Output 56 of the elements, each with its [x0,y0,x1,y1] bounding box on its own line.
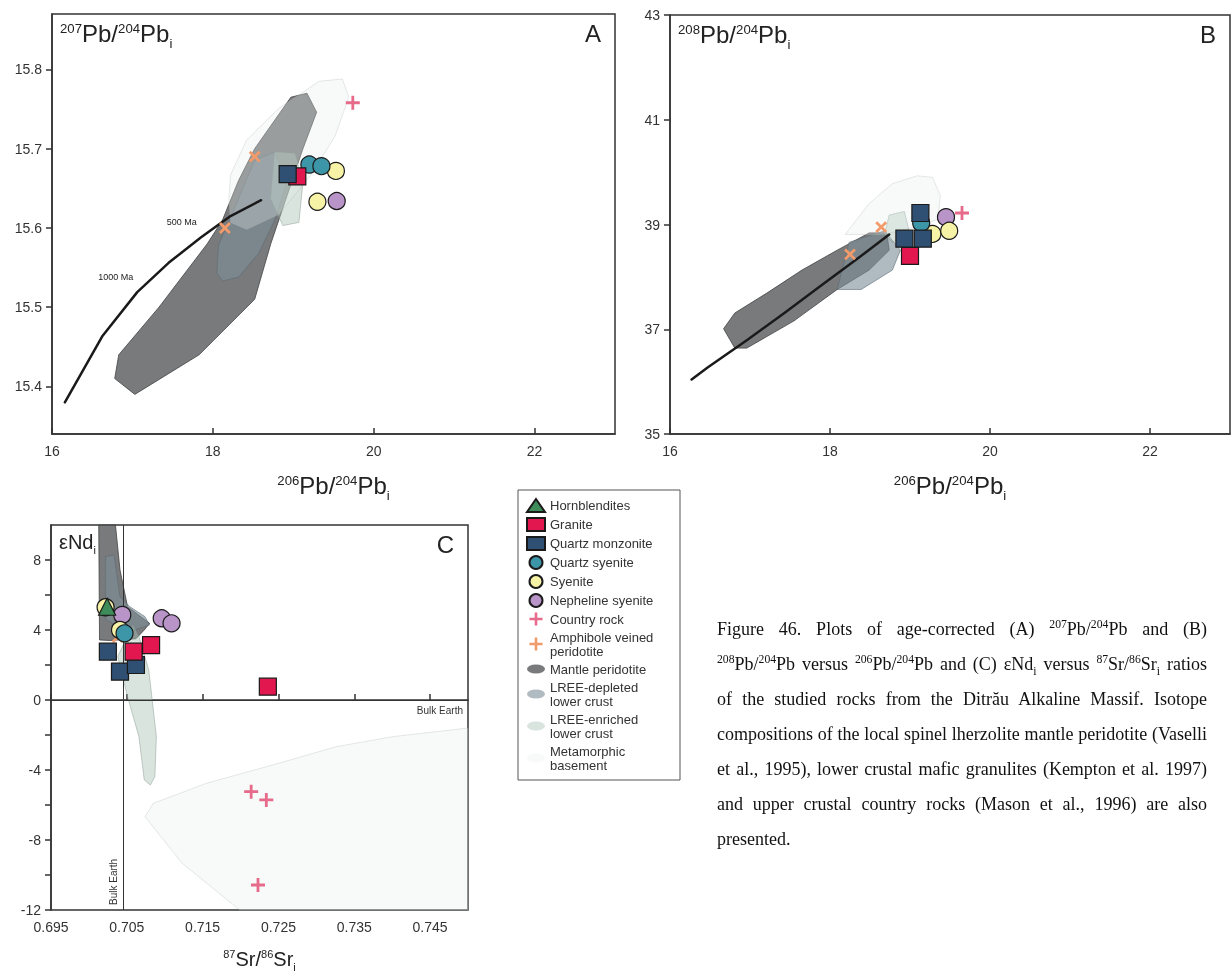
y-tick-label: -12 [20,902,42,918]
legend-label: LREE-enriched lower crust [550,711,642,741]
y-axis-title: $^{208}$Pb/$^{204}$Pb$_{i}$ [676,21,793,52]
y-tick-label: -4 [28,762,42,778]
x-tick-label: 0.735 [336,919,372,935]
y-tick-label: 15.7 [14,140,43,157]
legend-label: Nepheline syenite [550,593,654,608]
x-tick-label: 0.695 [33,919,69,935]
legend-label: Syenite [550,574,594,589]
legend-label: Amphibole veined peridotite [550,629,657,659]
legend-label: Country rock [550,611,625,627]
chart-title: A [584,20,601,48]
ref-line-label: Bulk Earth [107,858,119,905]
legend-label: Granite [550,517,593,532]
y-tick-label: 4 [33,622,42,638]
x-tick-label: 20 [365,443,382,459]
x-tick-label: 0.725 [260,919,297,935]
y-tick-label: 0 [33,692,42,708]
y-axis-title: $^{207}$Pb/$^{204}$Pb$_{i}$ [58,20,175,51]
x-tick-label: 0.745 [412,919,448,935]
legend-label: Quartz monzonite [550,536,653,551]
y-tick-label: 15.5 [14,299,43,316]
y-tick-label: 15.4 [14,378,43,395]
legend-label: Mantle peridotite [550,661,647,677]
y-tick-label: 35 [644,426,661,442]
chart-title: B [1199,21,1216,49]
ref-line-label: Bulk Earth [416,704,463,716]
x-tick-label: 18 [205,443,221,459]
x-tick-label: 18 [822,443,838,459]
y-tick-label: 39 [644,216,661,233]
x-tick-label: 16 [662,443,678,459]
x-tick-label: 16 [44,443,60,459]
x-tick-label: 22 [1142,443,1158,459]
x-axis-title: $^{206}$Pb/$^{204}$Pb$_{i}$ [277,472,390,503]
y-tick-label: 15.8 [14,61,43,78]
y-tick-label: 37 [644,321,661,338]
x-axis-title: $^{87}$Sr/$^{86}$Sr$_{i}$ [223,948,296,973]
x-tick-label: 20 [982,443,998,459]
legend-label: LREE-depleted lower crust [550,679,642,709]
legend-label: Metamorphic basement [550,743,629,773]
y-axis-title: εNd$_{i}$ [57,531,98,556]
x-tick-label: 22 [526,443,543,459]
x-axis-title: $^{206}$Pb/$^{204}$Pb$_{i}$ [893,472,1007,503]
x-tick-label: 0.715 [185,919,221,935]
annotation: 500 Ma [166,217,197,228]
y-tick-label: -8 [28,832,42,848]
y-tick-label: 43 [644,7,661,23]
x-tick-label: 0.705 [109,919,145,935]
legend-label: Quartz syenite [550,555,634,570]
legend-label: Hornblendites [550,498,631,513]
text: Figure 46. Plots of age-corrected (A) $^{207}$Pb/$^{204}$Pb and (B) $^{208}$Pb/$^{204}$Pb versus $^{206}$Pb/$^{204}$Pb and (C) εNd$_{i}$ versus $^{87}$Sr/$^{86}$Sr$_{i}$ ratios of the studied rocks from the Ditrău Alkaline Massif. Isotope compositions of the local spinel lherzolite mantle peridotite (Vaselli et al., 1995), lower crustal mafic granulites (Kempton et al. 1997) and upper crustal country rocks (Mason et al., 1996) are also presented. [717,618,1207,849]
y-tick-label: 8 [33,552,42,568]
chart-title: C [436,531,454,559]
y-tick-label: 41 [644,111,661,128]
annotation: 1000 Ma [98,272,134,283]
y-tick-label: 15.6 [14,219,43,236]
